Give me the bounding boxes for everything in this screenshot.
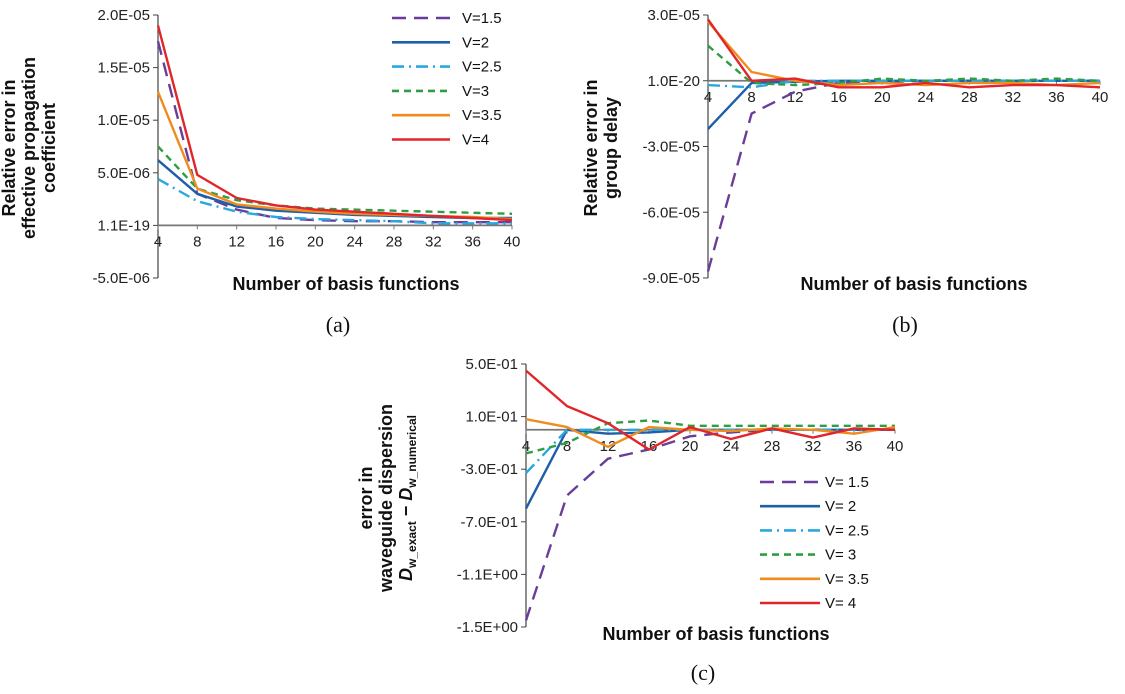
c-series-line bbox=[525, 418, 896, 448]
c-x-tick-label: 4 bbox=[522, 438, 530, 455]
b-y-axis-label: Relative error ingroup delay bbox=[581, 79, 621, 216]
b-x-tick-label: 12 bbox=[787, 89, 804, 106]
a-x-tick-label: 36 bbox=[464, 233, 481, 250]
b-y-tick-label: -9.0E-05 bbox=[642, 270, 700, 287]
b-x-tick-label: 8 bbox=[747, 89, 755, 106]
b-series-line bbox=[707, 44, 1101, 87]
b-series-line bbox=[707, 20, 1101, 87]
c-y-label-math: w_exact bbox=[405, 521, 419, 569]
c-x-tick-label: 28 bbox=[764, 438, 781, 455]
a-x-tick-label: 12 bbox=[228, 233, 245, 250]
panel-c-chart: 5.0E-01 1.0E-01 -3.0E-01 -7.0E-01 -1.1E+00 -1… bbox=[356, 356, 903, 685]
c-series-line bbox=[525, 419, 895, 455]
a-y-tick-label: 1.1E-19 bbox=[97, 217, 150, 234]
a-x-tick-label: 4 bbox=[154, 233, 162, 250]
a-y-tick-label: -5.0E-06 bbox=[92, 270, 150, 287]
a-x-tick-label: 24 bbox=[346, 233, 363, 250]
b-x-tick-label: 20 bbox=[874, 89, 891, 106]
c-legend-label: V= 3 bbox=[825, 547, 856, 564]
c-y-tick-label: 5.0E-01 bbox=[465, 356, 518, 373]
c-series-line bbox=[524, 428, 895, 510]
c-caption: (c) bbox=[691, 660, 715, 685]
a-series-line bbox=[156, 91, 513, 221]
a-legend-label: V=3 bbox=[462, 83, 489, 100]
c-legend-label: V= 2.5 bbox=[825, 522, 869, 539]
a-y-axis-label: Relative error ineffective propagationco… bbox=[0, 57, 59, 239]
b-y-axis-label-line: group delay bbox=[601, 97, 621, 199]
a-y-tick-label: 1.0E-05 bbox=[97, 112, 150, 129]
a-y-axis-label-line: coefficient bbox=[39, 103, 59, 193]
c-legend-label: V= 1.5 bbox=[825, 474, 869, 491]
b-x-tick-label: 28 bbox=[961, 89, 978, 106]
b-x-axis-label: Number of basis functions bbox=[800, 274, 1027, 294]
c-y-label-math: D bbox=[396, 488, 416, 501]
c-series-line bbox=[525, 428, 895, 474]
c-y-axis-label-line: error in bbox=[356, 466, 376, 529]
a-y-tick-label: 1.5E-05 bbox=[97, 60, 150, 77]
a-legend-label: V=1.5 bbox=[462, 10, 502, 27]
c-y-label-math: w_numerical bbox=[405, 415, 419, 489]
b-series-line bbox=[706, 79, 1100, 272]
a-x-tick-label: 32 bbox=[425, 233, 442, 250]
c-y-tick-label: -3.0E-01 bbox=[460, 461, 518, 478]
c-y-label-math: − bbox=[396, 501, 416, 522]
a-series-line bbox=[157, 178, 512, 225]
c-legend-label: V= 4 bbox=[825, 595, 856, 612]
a-y-tick-label: 2.0E-05 bbox=[97, 7, 150, 24]
b-x-tick-label: 32 bbox=[1005, 89, 1022, 106]
b-x-tick-label: 4 bbox=[704, 89, 712, 106]
a-x-axis-label: Number of basis functions bbox=[232, 274, 459, 294]
c-x-tick-label: 24 bbox=[723, 438, 740, 455]
a-legend-label: V=2.5 bbox=[462, 59, 502, 76]
b-y-tick-label: 3.0E-05 bbox=[647, 7, 700, 24]
a-y-axis-label-line: Relative error in bbox=[0, 79, 19, 216]
a-legend-label: V=4 bbox=[462, 132, 489, 149]
b-y-axis-label-line: Relative error in bbox=[581, 79, 601, 216]
b-x-tick-label: 24 bbox=[917, 89, 934, 106]
c-legend-label: V= 3.5 bbox=[825, 571, 869, 588]
c-series-line bbox=[525, 369, 896, 451]
a-caption: (a) bbox=[326, 312, 350, 337]
a-x-tick-label: 8 bbox=[193, 233, 201, 250]
a-y-tick-label: 5.0E-06 bbox=[97, 165, 150, 182]
c-y-tick-label: 1.0E-01 bbox=[465, 409, 518, 426]
c-y-tick-label: -1.5E+00 bbox=[457, 619, 518, 636]
a-x-tick-label: 40 bbox=[504, 233, 521, 250]
panel-a-chart: 2.0E-05 1.5E-05 1.0E-05 5.0E-06 1.1E-19 -5.0E… bbox=[0, 7, 520, 337]
c-y-tick-label: -1.1E+00 bbox=[457, 566, 518, 583]
c-x-tick-label: 8 bbox=[563, 438, 571, 455]
c-y-label-math: D bbox=[396, 568, 416, 581]
b-caption: (b) bbox=[892, 312, 918, 337]
b-x-tick-label: 40 bbox=[1092, 89, 1109, 106]
c-legend-label: V= 2 bbox=[825, 498, 856, 515]
b-y-tick-label: -6.0E-05 bbox=[642, 204, 700, 221]
c-x-tick-label: 20 bbox=[682, 438, 699, 455]
c-y-axis-label: error inwaveguide dispersionDw_exact − D… bbox=[356, 404, 419, 593]
c-y-axis-label-line: waveguide dispersion bbox=[376, 404, 396, 593]
a-series-line bbox=[157, 145, 513, 215]
a-x-tick-label: 20 bbox=[307, 233, 324, 250]
a-y-axis-label-line: effective propagation bbox=[19, 57, 39, 239]
a-legend-label: V=2 bbox=[462, 34, 489, 51]
b-y-tick-label: -3.0E-05 bbox=[642, 139, 700, 156]
c-x-axis-label: Number of basis functions bbox=[602, 624, 829, 644]
b-y-tick-label: 1.0E-20 bbox=[647, 73, 700, 90]
a-series-line bbox=[156, 41, 512, 224]
c-series-line bbox=[524, 428, 895, 621]
b-series-line bbox=[707, 18, 1101, 89]
a-series-line bbox=[156, 25, 513, 222]
c-y-tick-label: -7.0E-01 bbox=[460, 514, 518, 531]
panel-b-chart: 3.0E-05 1.0E-20 -3.0E-05 -6.0E-05 -9.0E-05 4 8… bbox=[581, 7, 1108, 337]
c-x-tick-label: 36 bbox=[846, 438, 863, 455]
c-x-tick-label: 40 bbox=[887, 438, 904, 455]
b-x-tick-label: 16 bbox=[830, 89, 847, 106]
b-x-tick-label: 36 bbox=[1048, 89, 1065, 106]
a-legend-label: V=3.5 bbox=[462, 107, 502, 124]
a-x-tick-label: 28 bbox=[386, 233, 403, 250]
a-x-tick-label: 16 bbox=[268, 233, 285, 250]
c-x-tick-label: 32 bbox=[805, 438, 822, 455]
